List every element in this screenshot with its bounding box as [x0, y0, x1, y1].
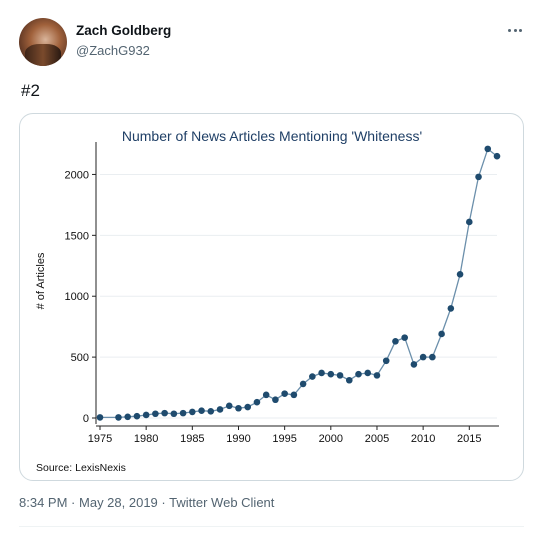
data-point-1984 — [179, 409, 187, 417]
data-point-1985 — [189, 408, 196, 416]
tweet-time[interactable]: 8:34 PM — [19, 495, 68, 510]
data-point-1999 — [318, 369, 325, 377]
series-line — [100, 147, 498, 419]
y-axis-label: # of Articles — [35, 252, 47, 309]
y-tick-label-500: 500 — [71, 352, 89, 364]
x-tick-label-1975: 1975 — [88, 433, 112, 445]
data-point-1983 — [170, 410, 178, 418]
data-point-2010 — [419, 353, 427, 361]
data-point-2008 — [401, 334, 408, 341]
data-point-2015 — [466, 218, 473, 226]
more-options-icon[interactable] — [500, 18, 530, 42]
display-name[interactable]: Zach Goldberg — [76, 23, 172, 38]
data-point-1998 — [309, 373, 316, 380]
data-point-1982 — [161, 409, 168, 417]
y-tick-label-0: 0 — [83, 413, 89, 425]
x-tick-label-1990: 1990 — [226, 433, 250, 445]
divider — [19, 526, 524, 527]
data-point-2002 — [345, 376, 353, 384]
data-point-1986 — [198, 407, 205, 414]
data-point-2003 — [355, 370, 362, 378]
y-tick-label-1500: 1500 — [65, 230, 89, 242]
data-point-1994 — [272, 396, 279, 404]
data-point-2006 — [382, 357, 390, 365]
data-point-1997 — [299, 380, 307, 388]
data-point-1975 — [96, 414, 104, 421]
data-point-1993 — [262, 391, 270, 399]
data-point-1992 — [253, 398, 261, 406]
data-point-1995 — [281, 390, 288, 397]
data-point-2012 — [438, 330, 445, 338]
data-point-2000 — [327, 370, 335, 378]
data-point-2013 — [447, 305, 455, 312]
x-tick-label-1995: 1995 — [272, 433, 296, 445]
data-point-2009 — [410, 361, 418, 368]
data-point-2007 — [392, 337, 399, 345]
data-point-1990 — [235, 404, 242, 412]
data-point-2016 — [475, 173, 482, 181]
meta-separator-1: · — [71, 495, 76, 510]
x-tick-label-1985: 1985 — [180, 433, 204, 445]
data-point-1980 — [142, 411, 150, 419]
tweet-text: #2 — [21, 81, 40, 100]
tweet-date[interactable]: May 28, 2019 — [79, 495, 158, 510]
x-tick-label-2000: 2000 — [319, 433, 343, 445]
data-point-2005 — [373, 372, 381, 379]
y-tick-label-1000: 1000 — [65, 291, 89, 303]
data-point-2017 — [484, 145, 492, 153]
user-handle[interactable]: @ZachG932 — [76, 43, 150, 58]
x-tick-label-2010: 2010 — [411, 433, 435, 445]
data-point-2001 — [336, 372, 344, 379]
data-point-2018 — [493, 152, 501, 160]
data-point-1978 — [124, 413, 131, 421]
meta-separator-2: · — [161, 495, 166, 510]
chart-title: Number of News Articles Mentioning 'Whit… — [122, 128, 422, 144]
data-point-1996 — [290, 391, 298, 399]
data-point-1988 — [216, 406, 224, 413]
data-point-1987 — [207, 408, 215, 415]
data-point-1977 — [115, 414, 122, 421]
avatar[interactable] — [19, 18, 67, 66]
data-point-2011 — [429, 353, 436, 361]
x-tick-label-2005: 2005 — [365, 433, 389, 445]
tweet-client[interactable]: Twitter Web Client — [169, 495, 275, 510]
line-chart: Number of News Articles Mentioning 'Whit… — [35, 128, 501, 474]
tweet-media-chart[interactable]: Number of News Articles Mentioning 'Whit… — [19, 113, 524, 481]
data-point-1981 — [152, 410, 159, 418]
data-point-1989 — [225, 402, 233, 410]
data-point-2014 — [456, 271, 464, 278]
x-tick-label-2015: 2015 — [457, 433, 481, 445]
tweet-metadata: 8:34 PM · May 28, 2019 · Twitter Web Cli… — [19, 495, 274, 510]
x-tick-label-1980: 1980 — [134, 433, 158, 445]
chart-source: Source: LexisNexis — [36, 462, 126, 474]
y-tick-label-2000: 2000 — [65, 169, 89, 181]
data-point-1991 — [244, 403, 252, 411]
data-point-1979 — [133, 412, 141, 420]
data-point-2004 — [364, 369, 372, 377]
